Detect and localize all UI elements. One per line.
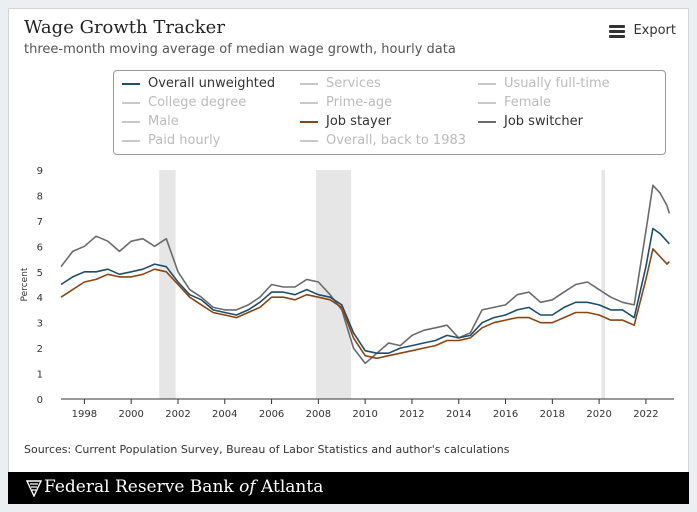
series-line-job-switcher xyxy=(60,184,671,365)
x-tick-label: 2022 xyxy=(633,409,658,420)
legend-item-overall-back-to-1983[interactable]: Overall, back to 1983 xyxy=(300,133,466,148)
legend-item-college-degree[interactable]: College degree xyxy=(122,95,246,110)
menu-icon xyxy=(609,24,626,38)
fed-eagle-icon xyxy=(26,480,42,497)
y-tick-label: 1 xyxy=(37,370,43,381)
legend-swatch xyxy=(122,101,140,104)
x-tick-label: 1998 xyxy=(72,409,97,420)
legend-item-prime-age[interactable]: Prime-age xyxy=(300,95,392,110)
legend-label: College degree xyxy=(148,95,247,110)
recession-band xyxy=(601,170,605,399)
x-tick-label: 2000 xyxy=(118,409,143,420)
line-chart: 0 1 2 3 4 5 6 7 8 9 1998 2000 2002 2004 2006 2008 2010 20… xyxy=(20,166,674,420)
y-tick-label: 7 xyxy=(37,217,43,228)
legend-label: Overall, back to 1983 xyxy=(326,133,467,148)
legend-item-overall-unweighted[interactable]: Overall unweighted xyxy=(122,76,275,91)
page-title: Wage Growth Tracker xyxy=(24,17,225,38)
legend-item-usually-full-time[interactable]: Usually full-time xyxy=(478,76,610,91)
legend-swatch xyxy=(478,82,496,85)
recession-band xyxy=(159,170,176,399)
chart-subtitle: three-month moving average of median wag… xyxy=(24,42,456,57)
legend-item-services[interactable]: Services xyxy=(300,76,381,91)
legend-swatch xyxy=(300,101,318,104)
y-tick-label: 2 xyxy=(37,344,43,355)
legend-label: Usually full-time xyxy=(504,76,610,91)
legend-item-paid-hourly[interactable]: Paid hourly xyxy=(122,133,220,148)
y-tick-label: 0 xyxy=(37,395,43,406)
x-tick-label: 2016 xyxy=(493,409,518,420)
legend-label: Job stayer xyxy=(326,114,392,129)
legend-item-job-switcher[interactable]: Job switcher xyxy=(478,114,583,129)
sources-note: Sources: Current Population Survey, Bure… xyxy=(24,443,510,456)
y-tick-label: 4 xyxy=(37,293,43,304)
legend-label: Prime-age xyxy=(326,95,393,110)
x-tick-label: 2010 xyxy=(352,409,377,420)
legend-label: Overall unweighted xyxy=(148,76,276,91)
series-line-job-stayer xyxy=(60,248,670,360)
legend: Overall unweighted Services Usually full-t… xyxy=(113,70,666,155)
legend-swatch xyxy=(478,120,496,123)
bank-name: Federal Reserve Bank of Atlanta xyxy=(44,477,324,497)
legend-swatch xyxy=(478,101,496,104)
legend-label: Services xyxy=(326,76,381,91)
footer-bar: Federal Reserve Bank of Atlanta xyxy=(8,472,689,504)
legend-swatch xyxy=(300,82,318,85)
y-tick-label: 9 xyxy=(37,166,43,177)
recession-band xyxy=(316,170,352,399)
chart-card: Wage Growth Tracker three-month moving a… xyxy=(8,8,689,504)
series-line-overall-unweighted xyxy=(60,227,670,354)
x-tick-label: 2004 xyxy=(212,409,237,420)
x-tick-label: 2008 xyxy=(306,409,331,420)
x-tick-label: 2018 xyxy=(540,409,565,420)
legend-item-job-stayer[interactable]: Job stayer xyxy=(300,114,391,129)
x-tick-label: 2012 xyxy=(399,409,424,420)
y-tick-label: 3 xyxy=(37,319,43,330)
legend-label: Male xyxy=(148,114,179,129)
export-button[interactable]: Export xyxy=(609,23,676,38)
legend-swatch xyxy=(122,120,140,123)
x-tick-label: 2014 xyxy=(446,409,471,420)
legend-label: Paid hourly xyxy=(148,133,221,148)
legend-swatch xyxy=(122,82,140,85)
legend-label: Female xyxy=(504,95,552,110)
legend-swatch xyxy=(300,139,318,142)
legend-label: Job switcher xyxy=(504,114,584,129)
y-tick-label: 5 xyxy=(37,268,43,279)
legend-item-female[interactable]: Female xyxy=(478,95,551,110)
export-label: Export xyxy=(633,23,676,38)
x-tick-label: 2002 xyxy=(165,409,190,420)
y-axis-label: Percent xyxy=(20,267,30,301)
y-tick-label: 8 xyxy=(37,191,43,202)
y-tick-label: 6 xyxy=(37,242,43,253)
legend-item-male[interactable]: Male xyxy=(122,114,179,129)
legend-swatch xyxy=(300,120,318,123)
legend-swatch xyxy=(122,139,140,142)
x-tick-label: 2006 xyxy=(259,409,284,420)
x-tick-label: 2020 xyxy=(586,409,611,420)
